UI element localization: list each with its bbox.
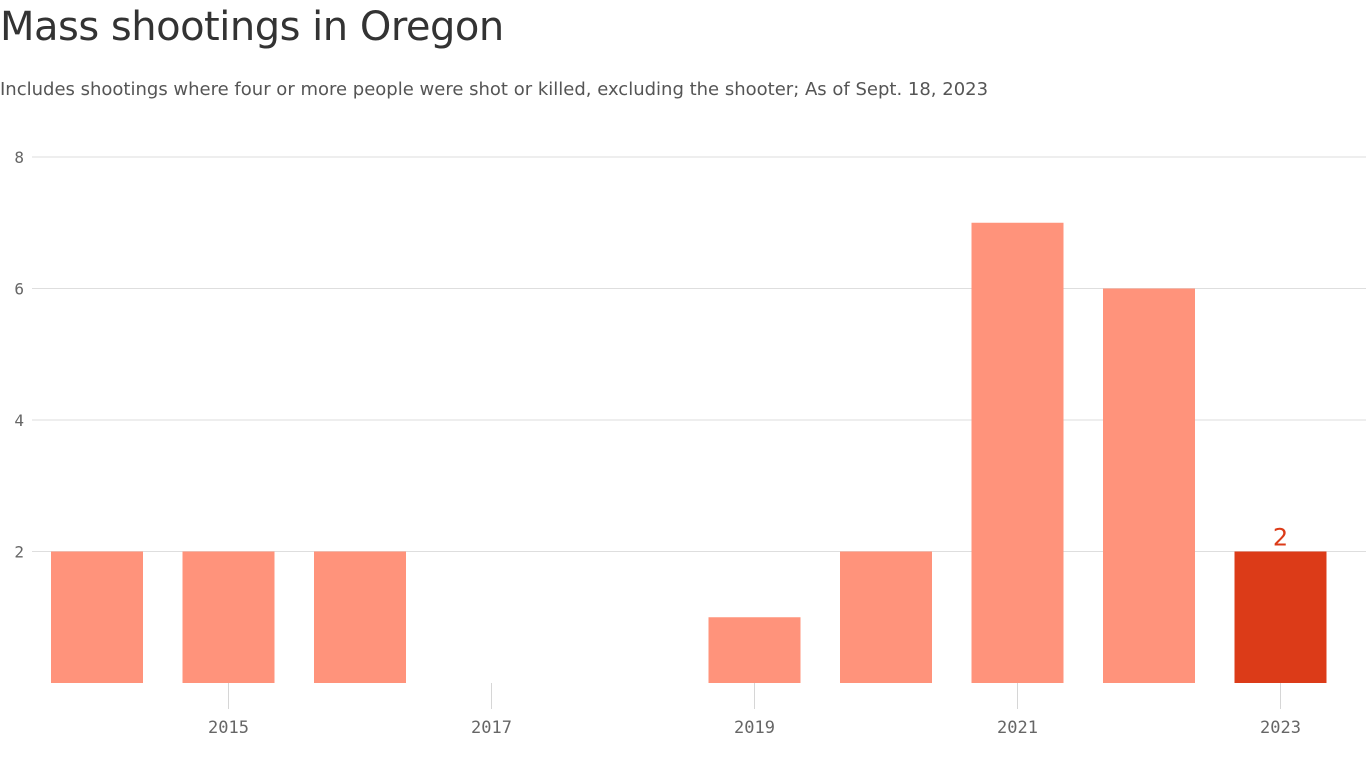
- bar-2015: [182, 551, 275, 683]
- y-tick-label-2: 2: [14, 543, 24, 562]
- x-tick-label-2023: 2023: [1260, 718, 1301, 738]
- y-tick-label-6: 6: [14, 280, 24, 299]
- bar-2016: [314, 551, 406, 683]
- bar-2020: [840, 551, 932, 683]
- chart-subtitle: Includes shootings where four or more pe…: [0, 79, 989, 100]
- x-tick-label-2015: 2015: [208, 718, 249, 738]
- x-tick-label-2021: 2021: [997, 718, 1038, 738]
- bar-2022: [1103, 288, 1195, 683]
- bar-2019: [708, 617, 801, 683]
- x-tick-label-2019: 2019: [734, 718, 775, 738]
- x-tick-label-2017: 2017: [471, 718, 512, 738]
- bar-2014: [51, 551, 143, 683]
- bar-2021: [971, 222, 1064, 683]
- y-tick-label-4: 4: [14, 411, 24, 430]
- y-tick-label-8: 8: [14, 148, 24, 167]
- bar-2023: [1234, 551, 1327, 683]
- chart-title: Mass shootings in Oregon: [0, 4, 504, 50]
- data-label-2023: 2: [1273, 524, 1288, 552]
